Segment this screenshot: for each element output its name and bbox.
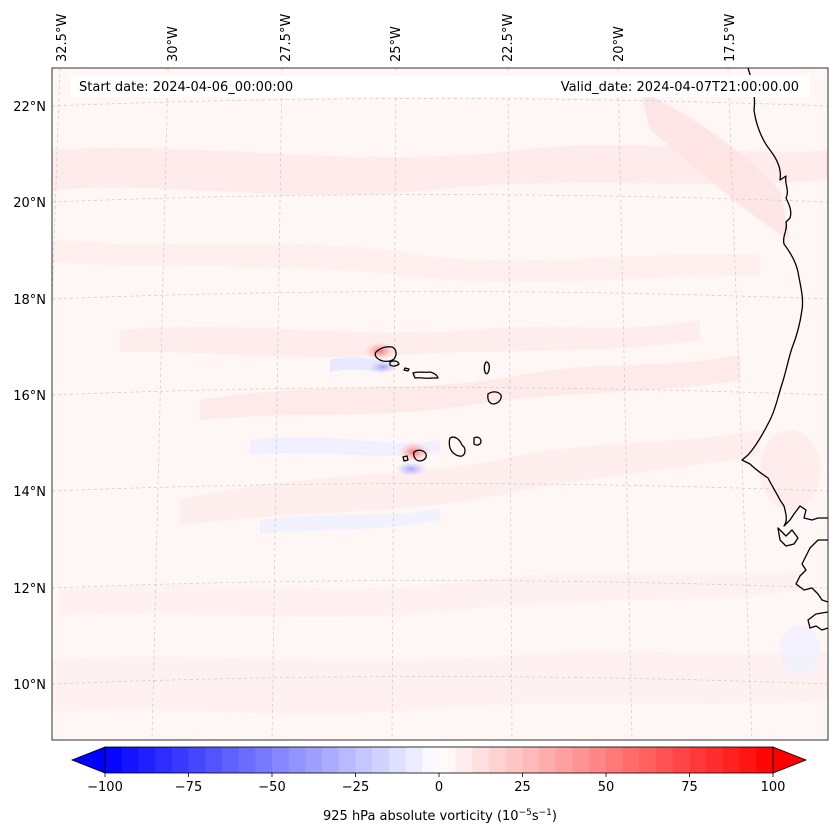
colorbar-ticks: −100 −75 −50 −25 0 25 50 75 100 <box>87 773 785 795</box>
lon-label: 30°W <box>166 26 181 62</box>
lon-label: 27.5°W <box>279 14 294 62</box>
lat-label: 18°N <box>13 293 46 308</box>
lat-label: 12°N <box>13 582 46 597</box>
lon-label: 32.5°W <box>55 14 70 62</box>
colorbar-segment <box>305 747 323 773</box>
coastlines <box>374 68 828 631</box>
colorbar-tick-label: 75 <box>681 780 698 795</box>
colorbar-tick-label: −25 <box>342 780 369 795</box>
island-santa-luzia <box>403 367 410 372</box>
lon-label: 20°W <box>612 26 627 62</box>
colorbar-segment <box>622 747 640 773</box>
colorbar-segment <box>639 747 657 773</box>
island-sal <box>483 361 491 375</box>
colorbar-segment <box>555 747 573 773</box>
colorbar-segment <box>505 747 523 773</box>
lon-label: 25°W <box>389 26 404 62</box>
lat-label: 16°N <box>13 389 46 404</box>
africa-coastline <box>741 68 828 631</box>
colorbar-segment <box>221 747 239 773</box>
colorbar-segment <box>171 747 189 773</box>
start-date-label: Start date: 2024-04-06_00:00:00 <box>79 80 293 95</box>
colorbar-segment <box>322 747 340 773</box>
vorticity-field <box>52 68 828 740</box>
colorbar-segment <box>472 747 490 773</box>
colorbar-segment <box>338 747 356 773</box>
colorbar-segment <box>589 747 607 773</box>
lat-label: 22°N <box>13 100 46 115</box>
colorbar-tick-label: −75 <box>175 780 202 795</box>
colorbar-segment <box>272 747 290 773</box>
colorbar-segment <box>105 747 123 773</box>
longitude-labels: 32.5°W 30°W 27.5°W 25°W 22.5°W 20°W 17.5… <box>55 14 738 62</box>
colorbar-segments <box>105 747 774 773</box>
colorbar-min-extension-arrow <box>70 746 106 774</box>
colorbar-segment <box>155 747 173 773</box>
lat-label: 14°N <box>13 485 46 500</box>
island-santo-antao <box>374 346 397 363</box>
colorbar-segment <box>422 747 440 773</box>
colorbar-segment <box>188 747 206 773</box>
island-santiago <box>448 436 466 457</box>
colorbar-segment <box>489 747 507 773</box>
colorbar-tick-label: 25 <box>514 780 531 795</box>
colorbar-segment <box>656 747 674 773</box>
africa-inlet <box>777 527 799 547</box>
colorbar-segment <box>288 747 306 773</box>
colorbar-segment <box>355 747 373 773</box>
colorbar-segment <box>522 747 540 773</box>
lon-label: 22.5°W <box>501 14 516 62</box>
valid-date-label: Valid_date: 2024-04-07T21:00:00.00 <box>561 80 799 95</box>
colorbar-segment <box>388 747 406 773</box>
lat-label: 10°N <box>13 678 46 693</box>
header-box <box>70 75 810 97</box>
colorbar-segment <box>238 747 256 773</box>
graticule <box>52 68 828 740</box>
colorbar-segment <box>455 747 473 773</box>
colorbar-segment <box>205 747 223 773</box>
colorbar-tick-label: −50 <box>258 780 285 795</box>
colorbar-segment <box>405 747 423 773</box>
island-boa-vista <box>487 391 502 405</box>
colorbar-tick-label: 0 <box>435 780 443 795</box>
island-fogo <box>413 449 427 462</box>
island-maio <box>473 436 482 446</box>
lat-label: 20°N <box>13 196 46 211</box>
colorbar-segment <box>606 747 624 773</box>
colorbar-segment <box>756 747 774 773</box>
colorbar-tick-label: −100 <box>87 780 123 795</box>
colorbar-segment <box>539 747 557 773</box>
colorbar-segment <box>439 747 457 773</box>
latitude-labels: 22°N 20°N 18°N 16°N 14°N 12°N 10°N <box>13 100 46 693</box>
colorbar: −100 −75 −50 −25 0 25 50 75 100 925 hPa absolute… <box>70 746 808 824</box>
island-sao-nicolau <box>412 371 439 379</box>
colorbar-segment <box>722 747 740 773</box>
island-brava <box>402 455 409 462</box>
colorbar-segment <box>255 747 273 773</box>
colorbar-segment <box>372 747 390 773</box>
island-sao-vicente <box>389 360 400 367</box>
colorbar-segment <box>706 747 724 773</box>
colorbar-label: 925 hPa absolute vorticity (10−5s−1) <box>323 808 557 824</box>
colorbar-segment <box>121 747 139 773</box>
lon-label: 17.5°W <box>723 14 738 62</box>
colorbar-segment <box>689 747 707 773</box>
colorbar-max-extension-arrow <box>772 746 808 774</box>
colorbar-segment <box>572 747 590 773</box>
colorbar-tick-label: 100 <box>761 780 786 795</box>
colorbar-segment <box>739 747 757 773</box>
colorbar-segment <box>138 747 156 773</box>
map-frame <box>51 67 829 741</box>
colorbar-segment <box>672 747 690 773</box>
colorbar-tick-label: 50 <box>598 780 615 795</box>
